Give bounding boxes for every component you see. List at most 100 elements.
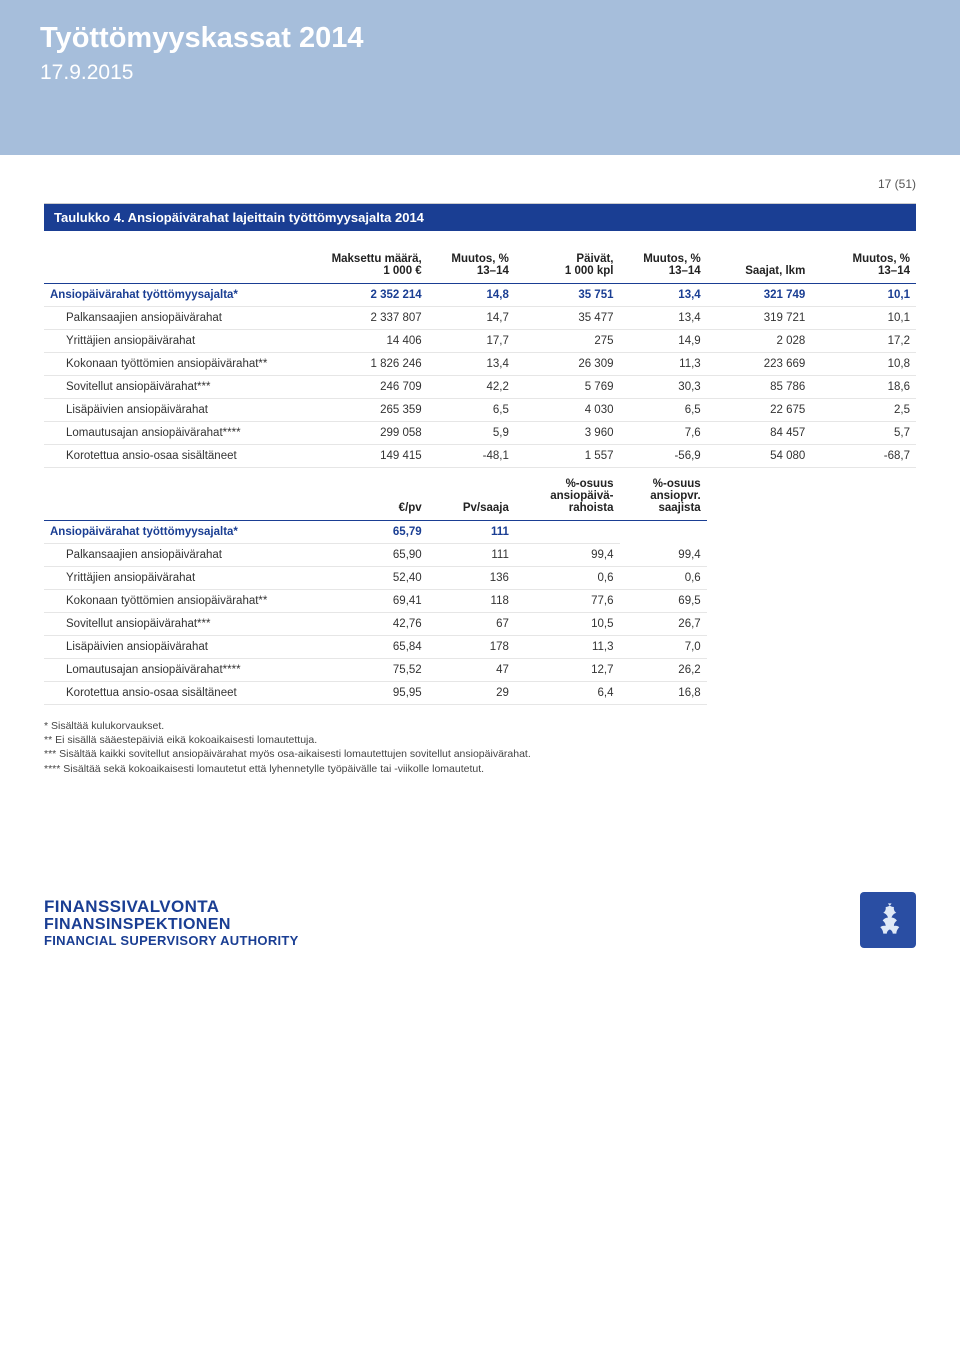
table-cell: 65,79 bbox=[306, 521, 428, 544]
table-cell: 246 709 bbox=[306, 376, 428, 399]
table-cell: 75,52 bbox=[306, 659, 428, 682]
table-cell bbox=[811, 567, 916, 590]
table-row: Sovitellut ansiopäivärahat***246 70942,2… bbox=[44, 376, 916, 399]
table-header-cell: Saajat, lkm bbox=[707, 249, 812, 284]
table-cell: 149 415 bbox=[306, 445, 428, 468]
table-cell bbox=[707, 659, 812, 682]
table-cell: 275 bbox=[515, 330, 620, 353]
table-cell: 10,5 bbox=[515, 613, 620, 636]
table-header-cell bbox=[811, 474, 916, 521]
table-cell bbox=[811, 590, 916, 613]
table-row: Palkansaajien ansiopäivärahat65,9011199,… bbox=[44, 544, 916, 567]
table-cell: 5 769 bbox=[515, 376, 620, 399]
table-1-body: Ansiopäivärahat työttömyysajalta*2 352 2… bbox=[44, 284, 916, 468]
table-cell bbox=[811, 659, 916, 682]
hero-header: Työttömyyskassat 2014 17.9.2015 bbox=[0, 0, 960, 155]
table-cell: -68,7 bbox=[811, 445, 916, 468]
table-cell: 1 826 246 bbox=[306, 353, 428, 376]
table-cell: 65,84 bbox=[306, 636, 428, 659]
table-row: Palkansaajien ansiopäivärahat2 337 80714… bbox=[44, 307, 916, 330]
table-cell: Sovitellut ansiopäivärahat*** bbox=[44, 376, 306, 399]
table-cell: 14,8 bbox=[428, 284, 515, 307]
table-row: Lomautusajan ansiopäivärahat****299 0585… bbox=[44, 422, 916, 445]
table-cell: 13,4 bbox=[428, 353, 515, 376]
table-cell: Korotettua ansio-osaa sisältäneet bbox=[44, 445, 306, 468]
table-cell: Kokonaan työttömien ansiopäivärahat** bbox=[44, 353, 306, 376]
table-cell: 22 675 bbox=[707, 399, 812, 422]
table-cell: -48,1 bbox=[428, 445, 515, 468]
table-cell: 10,1 bbox=[811, 284, 916, 307]
table-cell: Ansiopäivärahat työttömyysajalta* bbox=[44, 284, 306, 307]
lion-crest-icon bbox=[869, 901, 907, 939]
footnote-line: **** Sisältää sekä kokoaikaisesti lomaut… bbox=[44, 762, 916, 776]
org-line-3: FINANCIAL SUPERVISORY AUTHORITY bbox=[44, 934, 299, 948]
table-cell: Lisäpäivien ansiopäivärahat bbox=[44, 636, 306, 659]
table-cell: 35 751 bbox=[515, 284, 620, 307]
table-cell: 0,6 bbox=[515, 567, 620, 590]
table-cell: Korotettua ansio-osaa sisältäneet bbox=[44, 682, 306, 705]
table-cell: 17,7 bbox=[428, 330, 515, 353]
table-cell: 42,2 bbox=[428, 376, 515, 399]
table-cell: 13,4 bbox=[620, 284, 707, 307]
table-cell: 223 669 bbox=[707, 353, 812, 376]
footnote-line: *** Sisältää kaikki sovitellut ansiopäiv… bbox=[44, 747, 916, 761]
table-cell: 14 406 bbox=[306, 330, 428, 353]
table-row: Korotettua ansio-osaa sisältäneet149 415… bbox=[44, 445, 916, 468]
table-cell: 30,3 bbox=[620, 376, 707, 399]
table-header-cell: Maksettu määrä,1 000 € bbox=[306, 249, 428, 284]
table-cell: 54 080 bbox=[707, 445, 812, 468]
table-cell: 13,4 bbox=[620, 307, 707, 330]
table-2-head: €/pvPv/saaja%-osuusansiopäivä-rahoista%-… bbox=[44, 474, 916, 521]
table-cell: 12,7 bbox=[515, 659, 620, 682]
table-header-cell: Muutos, %13–14 bbox=[620, 249, 707, 284]
table-header-cell bbox=[44, 249, 306, 284]
table-row: Yrittäjien ansiopäivärahat52,401360,60,6 bbox=[44, 567, 916, 590]
table-row: Lisäpäivien ansiopäivärahat265 3596,54 0… bbox=[44, 399, 916, 422]
table-cell: 11,3 bbox=[620, 353, 707, 376]
footer: FINANSSIVALVONTA FINANSINSPEKTIONEN FINA… bbox=[0, 892, 960, 948]
table-cell: 5,9 bbox=[428, 422, 515, 445]
table-row: Lomautusajan ansiopäivärahat****75,52471… bbox=[44, 659, 916, 682]
table-cell: 3 960 bbox=[515, 422, 620, 445]
table-cell: 5,7 bbox=[811, 422, 916, 445]
table-cell: Lisäpäivien ansiopäivärahat bbox=[44, 399, 306, 422]
table-cell: Yrittäjien ansiopäivärahat bbox=[44, 330, 306, 353]
table-cell: 26,7 bbox=[620, 613, 707, 636]
table-cell: 69,5 bbox=[620, 590, 707, 613]
table-header-cell: %-osuusansiopäivä-rahoista bbox=[515, 474, 620, 521]
table-cell bbox=[707, 613, 812, 636]
footnote-line: ** Ei sisällä sääestepäiviä eikä kokoaik… bbox=[44, 733, 916, 747]
table-cell: 2 337 807 bbox=[306, 307, 428, 330]
table-cell: 35 477 bbox=[515, 307, 620, 330]
table-cell bbox=[811, 613, 916, 636]
table-cell: 52,40 bbox=[306, 567, 428, 590]
table-cell: 319 721 bbox=[707, 307, 812, 330]
table-cell: Lomautusajan ansiopäivärahat**** bbox=[44, 659, 306, 682]
table-cell: 1 557 bbox=[515, 445, 620, 468]
table-cell: 95,95 bbox=[306, 682, 428, 705]
table-2: €/pvPv/saaja%-osuusansiopäivä-rahoista%-… bbox=[44, 474, 916, 705]
table-cell: 69,41 bbox=[306, 590, 428, 613]
table-cell: Ansiopäivärahat työttömyysajalta* bbox=[44, 521, 306, 544]
table-cell: 2,5 bbox=[811, 399, 916, 422]
table-cell bbox=[707, 567, 812, 590]
table-header-cell: Muutos, %13–14 bbox=[811, 249, 916, 284]
table-cell: 99,4 bbox=[620, 544, 707, 567]
table-row: Ansiopäivärahat työttömyysajalta*2 352 2… bbox=[44, 284, 916, 307]
footnote-line: * Sisältää kulukorvaukset. bbox=[44, 719, 916, 733]
table-cell: 47 bbox=[428, 659, 515, 682]
table-title-bar: Taulukko 4. Ansiopäivärahat lajeittain t… bbox=[44, 203, 916, 231]
table-header-cell bbox=[44, 474, 306, 521]
page-number: 17 (51) bbox=[44, 155, 916, 203]
table-header-cell: €/pv bbox=[306, 474, 428, 521]
table-cell bbox=[811, 682, 916, 705]
table-cell: 0,6 bbox=[620, 567, 707, 590]
table-cell bbox=[707, 590, 812, 613]
table-cell bbox=[811, 544, 916, 567]
table-cell: Sovitellut ansiopäivärahat*** bbox=[44, 613, 306, 636]
table-cell: -56,9 bbox=[620, 445, 707, 468]
table-cell: 118 bbox=[428, 590, 515, 613]
table-header-cell: Muutos, %13–14 bbox=[428, 249, 515, 284]
table-cell bbox=[811, 636, 916, 659]
table-cell bbox=[707, 544, 812, 567]
